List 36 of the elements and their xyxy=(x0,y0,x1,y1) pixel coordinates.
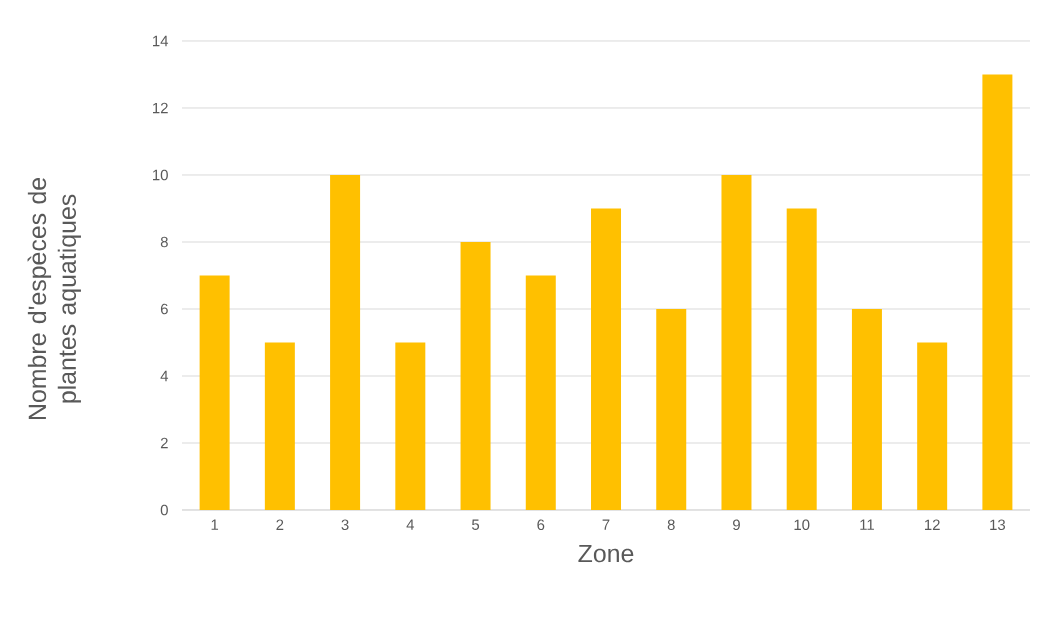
bar xyxy=(395,342,426,510)
x-tick-label: 5 xyxy=(471,519,480,530)
y-tick-label: 6 xyxy=(160,303,168,315)
y-tick-label: 12 xyxy=(153,102,168,114)
x-tick-label: 3 xyxy=(341,519,349,531)
x-tick-label: 2 xyxy=(276,519,284,530)
bar xyxy=(199,275,230,510)
y-tick-label: 0 xyxy=(160,504,168,516)
bar xyxy=(591,208,622,510)
x-tick-label: 6 xyxy=(537,519,545,531)
bar xyxy=(460,241,491,510)
bar xyxy=(917,342,948,510)
y-tick-label: 2 xyxy=(160,437,168,449)
x-tick-label: 8 xyxy=(667,519,675,531)
y-tick-label: 14 xyxy=(153,35,169,47)
x-axis-title: Zone xyxy=(578,544,634,563)
x-tick-label: 1 xyxy=(211,519,219,530)
y-tick-label: 8 xyxy=(160,236,168,248)
bar xyxy=(786,208,817,510)
bar xyxy=(330,174,361,510)
x-tick-label: 13 xyxy=(990,519,1006,531)
x-tick-label: 12 xyxy=(924,519,940,530)
y-tick-label: 10 xyxy=(153,169,168,181)
bar xyxy=(264,342,295,510)
y-axis-title: Nombre d'espèces de plantes aquatiques xyxy=(27,177,81,420)
bar xyxy=(982,74,1013,510)
x-tick-label: 10 xyxy=(794,519,810,531)
bar xyxy=(851,308,882,510)
x-tick-label: 4 xyxy=(406,519,415,530)
x-tick-label: 7 xyxy=(602,519,610,530)
bar xyxy=(721,174,752,510)
bar xyxy=(656,308,687,510)
bar xyxy=(525,275,556,510)
x-tick-label: 9 xyxy=(733,519,740,531)
x-tick-label: 11 xyxy=(860,519,874,530)
y-tick-label: 4 xyxy=(160,370,169,382)
